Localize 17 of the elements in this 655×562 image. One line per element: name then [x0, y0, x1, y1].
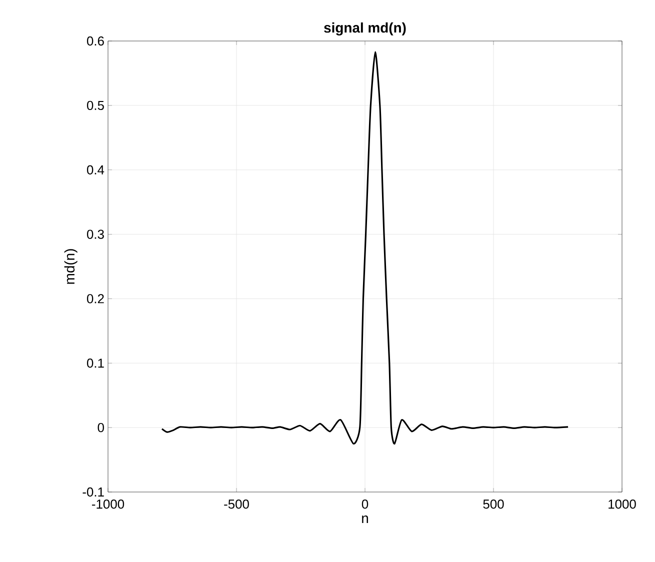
y-tick-label: 0.5	[86, 100, 104, 110]
x-tick-label: -500	[224, 500, 249, 509]
y-tick-label: 0.6	[86, 36, 104, 46]
line-series	[161, 51, 569, 444]
x-tick-label: 0	[362, 500, 368, 509]
y-tick-label: 0.1	[86, 358, 104, 368]
y-tick-label: 0.4	[86, 165, 104, 174]
y-tick-label: 0.2	[86, 294, 104, 304]
x-axis-title: n	[362, 516, 368, 524]
y-tick-label: -0.1	[82, 487, 104, 497]
y-axis-title: md(n)	[64, 249, 78, 284]
x-tick-label: 500	[483, 500, 504, 509]
x-tick-label: 1000	[608, 500, 636, 509]
y-tick-label: 0	[98, 422, 104, 432]
y-tick-label: 0.3	[86, 230, 104, 239]
x-tick-label: -1000	[92, 500, 124, 509]
chart-title: signal md(n)	[324, 22, 406, 36]
